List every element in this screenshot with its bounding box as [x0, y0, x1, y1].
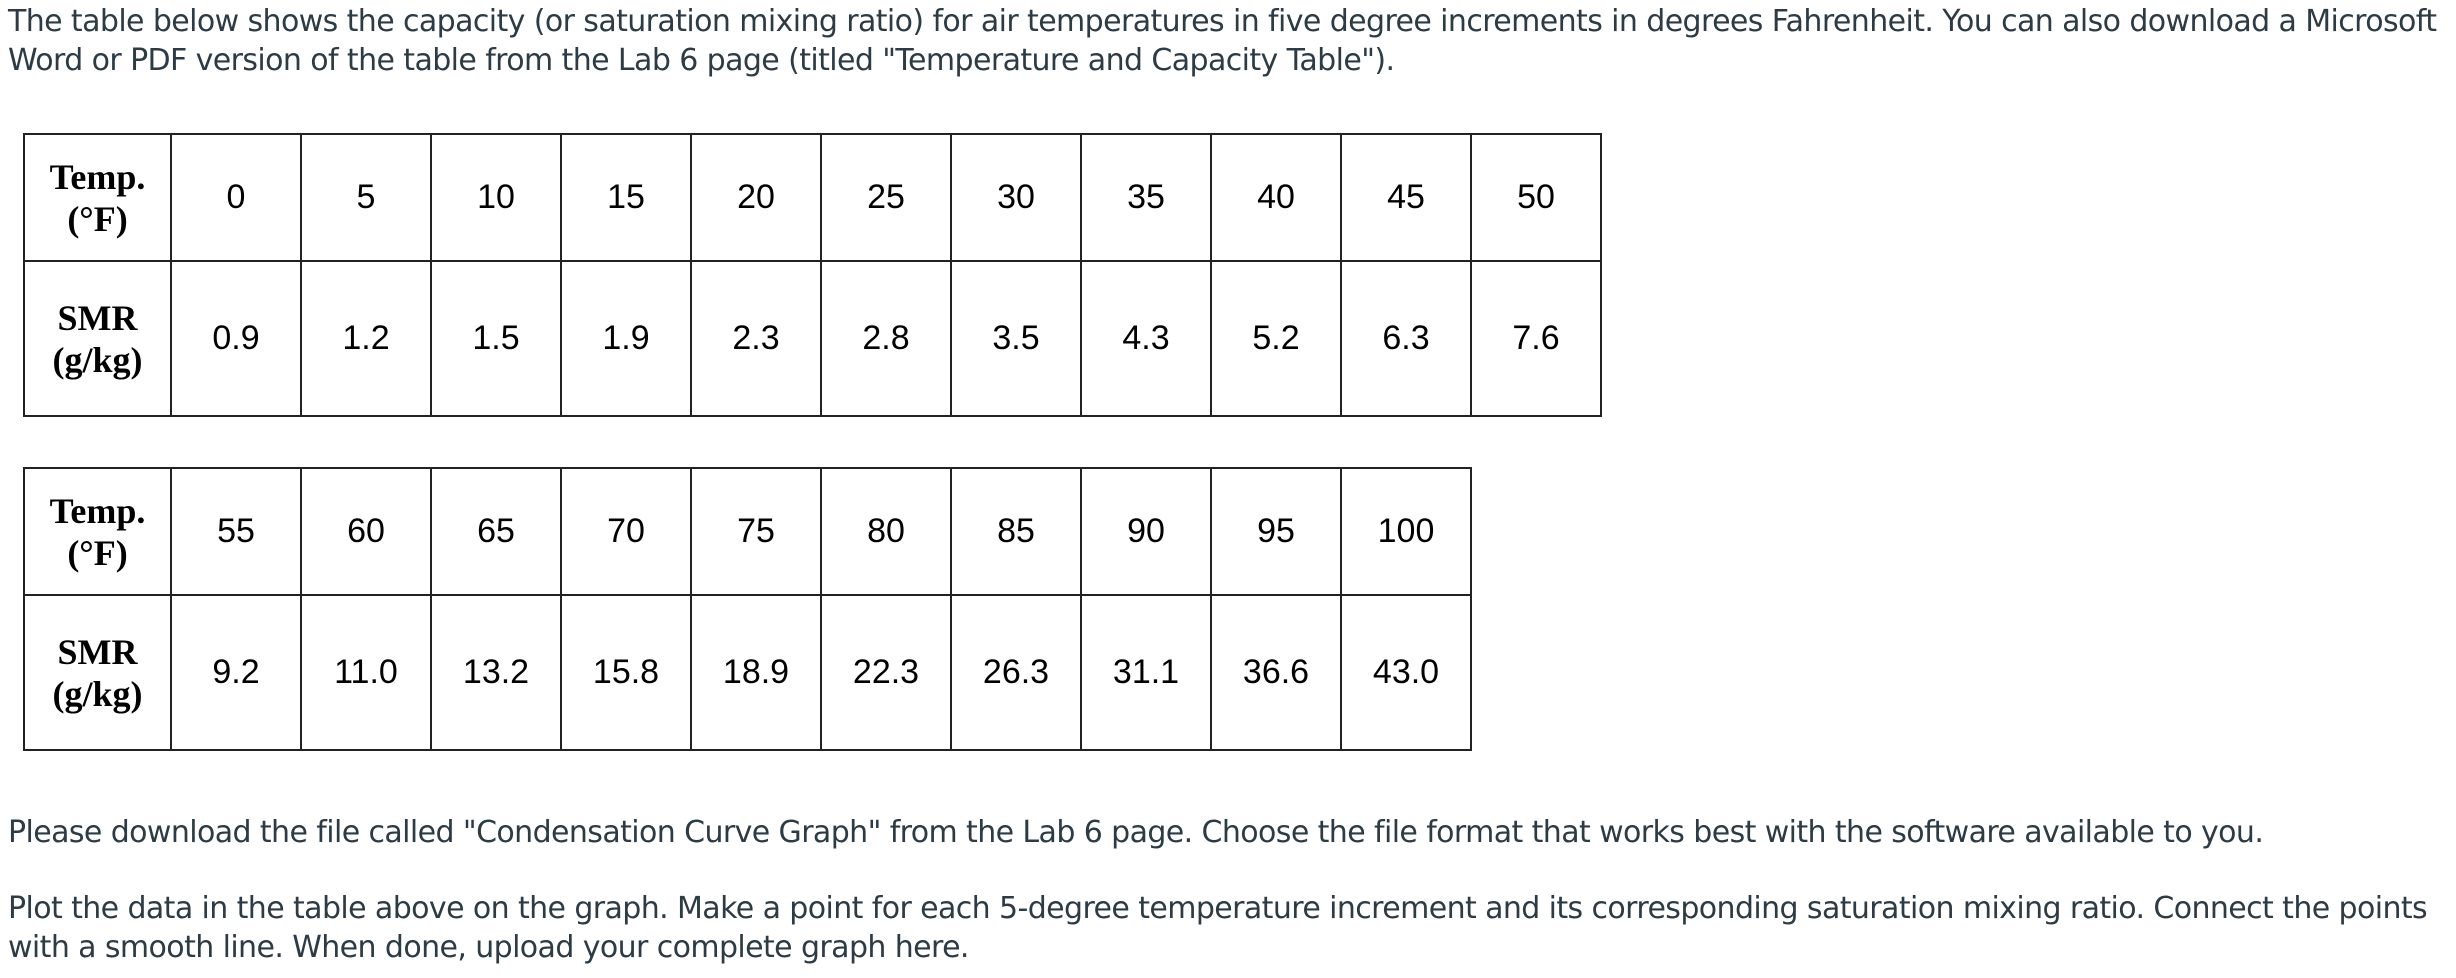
temp-cell: 80 [820, 467, 952, 596]
row-label: Temp. (°F) [23, 467, 172, 596]
smr-cell: 1.2 [300, 260, 432, 417]
smr-cell: 6.3 [1340, 260, 1472, 417]
smr-row: SMR (g/kg) 9.2 11.0 13.2 15.8 18.9 22.3 26.3 31.… [23, 594, 1472, 751]
smr-cell: 5.2 [1210, 260, 1342, 417]
temp-cell: 75 [690, 467, 822, 596]
row-label: SMR (g/kg) [23, 594, 172, 751]
smr-cell: 0.9 [170, 260, 302, 417]
temp-cell: 55 [170, 467, 302, 596]
smr-row: SMR (g/kg) 0.9 1.2 1.5 1.9 2.3 2.8 3.5 4.3 5.2 6.3… [23, 260, 1602, 417]
temp-cell: 50 [1470, 133, 1602, 262]
smr-cell: 9.2 [170, 594, 302, 751]
temp-cell: 60 [300, 467, 432, 596]
smr-cell: 11.0 [300, 594, 432, 751]
plot-instructions: Plot the data in the table above on the … [8, 891, 2428, 965]
temp-cell: 85 [950, 467, 1082, 596]
capacity-table: Temp. (°F) 55 60 65 70 75 80 85 90 95 100 SMR (g/kg… [23, 467, 1472, 751]
smr-cell: 26.3 [950, 594, 1082, 751]
smr-cell: 36.6 [1210, 594, 1342, 751]
temp-cell: 65 [430, 467, 562, 596]
smr-cell: 1.9 [560, 260, 692, 417]
temp-cell: 30 [950, 133, 1082, 262]
smr-cell: 31.1 [1080, 594, 1212, 751]
temp-row: Temp. (°F) 0 5 10 15 20 25 30 35 40 45 50 [23, 133, 1602, 262]
smr-cell: 22.3 [820, 594, 952, 751]
temp-cell: 10 [430, 133, 562, 262]
temp-cell: 45 [1340, 133, 1472, 262]
smr-cell: 43.0 [1340, 594, 1472, 751]
temp-cell: 15 [560, 133, 692, 262]
download-note: Please download the file called "Condens… [8, 815, 2264, 850]
temp-cell: 95 [1210, 467, 1342, 596]
temp-cell: 70 [560, 467, 692, 596]
temp-cell: 90 [1080, 467, 1212, 596]
smr-cell: 2.3 [690, 260, 822, 417]
temp-cell: 0 [170, 133, 302, 262]
smr-cell: 7.6 [1470, 260, 1602, 417]
smr-cell: 2.8 [820, 260, 952, 417]
row-label: Temp. (°F) [23, 133, 172, 262]
smr-cell: 1.5 [430, 260, 562, 417]
temp-row: Temp. (°F) 55 60 65 70 75 80 85 90 95 100 [23, 467, 1472, 596]
temp-cell: 20 [690, 133, 822, 262]
smr-cell: 18.9 [690, 594, 822, 751]
capacity-table: Temp. (°F) 0 5 10 15 20 25 30 35 40 45 50 SMR (g/kg)… [23, 133, 1602, 417]
temp-cell: 5 [300, 133, 432, 262]
row-label: SMR (g/kg) [23, 260, 172, 417]
temp-cell: 100 [1340, 467, 1472, 596]
smr-cell: 3.5 [950, 260, 1082, 417]
smr-cell: 13.2 [430, 594, 562, 751]
smr-cell: 4.3 [1080, 260, 1212, 417]
temp-cell: 35 [1080, 133, 1212, 262]
smr-cell: 15.8 [560, 594, 692, 751]
temp-cell: 25 [820, 133, 952, 262]
temp-cell: 40 [1210, 133, 1342, 262]
intro-text: The table below shows the capacity (or s… [8, 4, 2437, 78]
